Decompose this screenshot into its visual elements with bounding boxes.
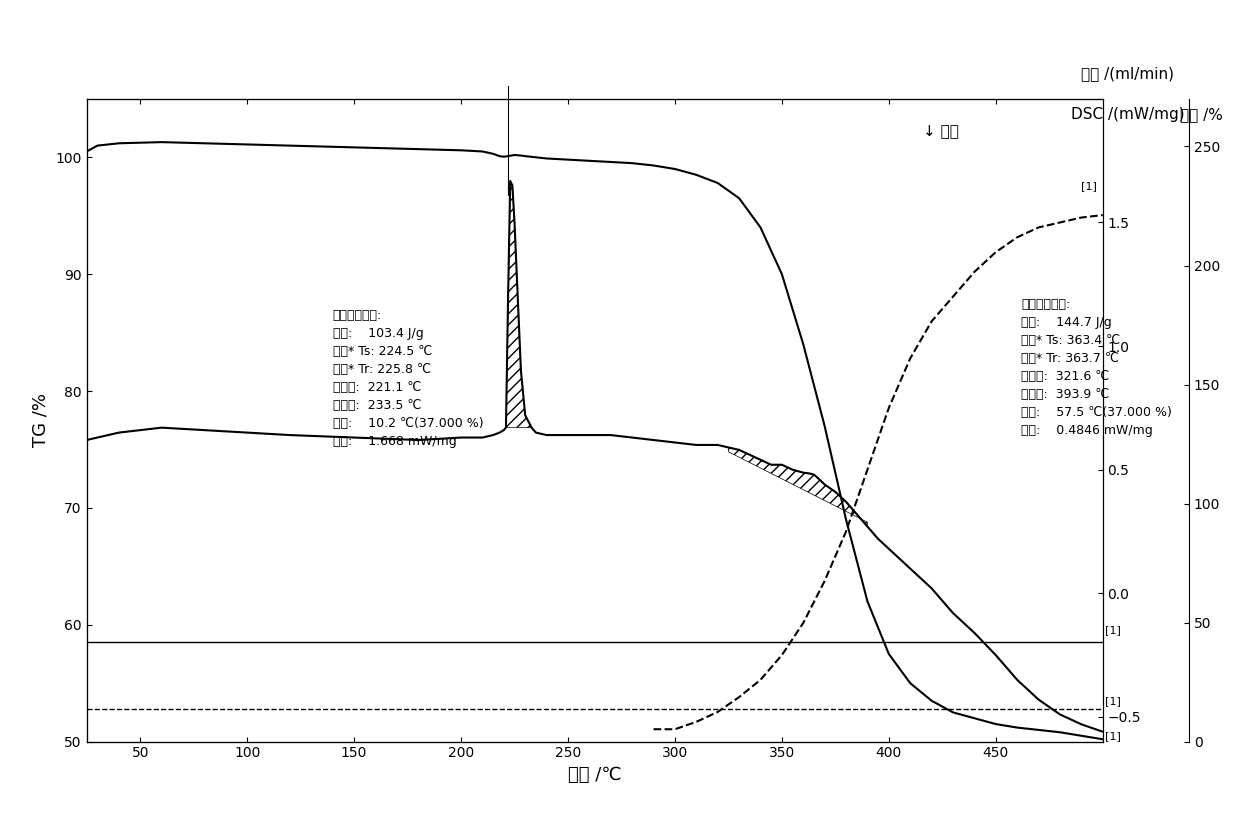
Text: [1]: [1]	[1105, 695, 1121, 705]
Text: ↓ 放热: ↓ 放热	[923, 124, 959, 139]
Text: 积分 /%: 积分 /%	[1181, 107, 1223, 122]
X-axis label: 温度 /℃: 温度 /℃	[567, 766, 622, 784]
Text: 峰的综合分析:
面积:    103.4 J/g
峰値* Ts: 224.5 ℃
峰値* Tr: 225.8 ℃
起始点:  221.1 ℃
终止点:  233: 峰的综合分析: 面积: 103.4 J/g 峰値* Ts: 224.5 ℃ 峰値…	[333, 309, 483, 448]
Text: DSC /(mW/mg): DSC /(mW/mg)	[1070, 107, 1184, 122]
Text: [1]: [1]	[1082, 181, 1098, 191]
Text: [1]: [1]	[1105, 625, 1121, 635]
Text: 流量 /(ml/min): 流量 /(ml/min)	[1080, 66, 1175, 81]
Text: [1]: [1]	[1105, 731, 1121, 741]
Text: 峰的综合分析:
面积:    144.7 J/g
峰値* Ts: 363.4 ℃
峰値* Tr: 363.7 ℃
起始点:  321.6 ℃
终止点:  393: 峰的综合分析: 面积: 144.7 J/g 峰値* Ts: 363.4 ℃ 峰値…	[1021, 297, 1172, 437]
Y-axis label: TG /%: TG /%	[32, 393, 50, 447]
